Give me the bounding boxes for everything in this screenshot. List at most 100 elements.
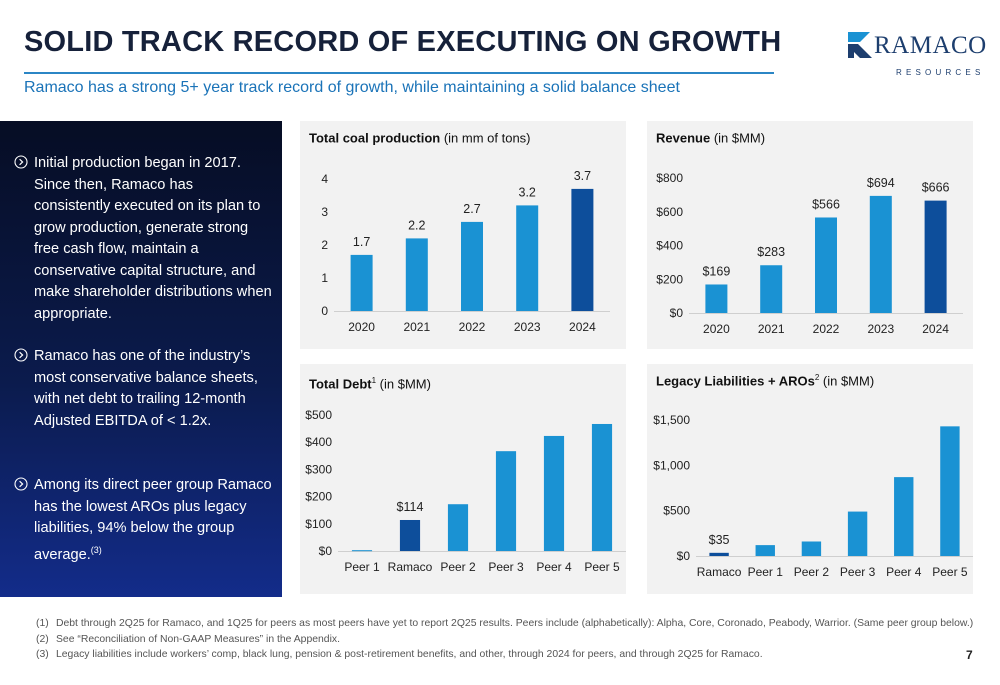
x-tick-label: 2020 <box>348 320 375 334</box>
data-label: 2.2 <box>408 218 425 232</box>
bar <box>350 254 373 311</box>
x-tick-label: Peer 3 <box>840 565 876 579</box>
y-tick-label: 4 <box>321 172 328 186</box>
data-label: $666 <box>922 181 950 195</box>
legacy-liabilities-chart: Legacy Liabilities + AROs2 (in $MM) $0 $5… <box>647 364 973 594</box>
x-tick-label: 2022 <box>813 322 840 336</box>
x-tick-label: 2021 <box>403 320 430 334</box>
bullet-item: Ramaco has one of the industry’s most co… <box>14 346 272 432</box>
y-tick-label: $0 <box>319 544 333 558</box>
chevron-circle-icon <box>14 477 28 491</box>
chart-title-rest: (in $MM) <box>710 130 766 146</box>
chevron-circle-icon <box>14 155 28 169</box>
y-tick-label: 3 <box>321 205 328 219</box>
x-tick-label: Ramaco <box>697 565 742 579</box>
chart-title-bold: Revenue <box>656 130 711 146</box>
y-tick-label: $200 <box>656 272 683 286</box>
bar <box>543 435 565 551</box>
x-tick-label: 2020 <box>703 322 730 336</box>
ramaco-logo: RAMACO RESOURCES <box>846 28 986 82</box>
x-tick-label: Peer 4 <box>536 560 572 574</box>
chart-title-bold: Legacy Liabilities + AROs <box>656 373 815 389</box>
y-tick-label: $500 <box>663 504 690 518</box>
footnotes: (1) Debt through 2Q25 for Ramaco, and 1Q2… <box>36 616 973 663</box>
footnote: (2) See “Reconciliation of Non-GAAP Measu… <box>36 632 973 648</box>
legacy-liabilities-plot: $0 $500 $1,000 $1,500 Ramaco $35 Peer 1 Peer 2 P… <box>653 413 973 579</box>
x-tick-label: Peer 5 <box>932 565 968 579</box>
data-label: $169 <box>702 264 730 278</box>
bar <box>571 188 594 311</box>
x-tick-label: Peer 2 <box>440 560 476 574</box>
bullet-footnote-ref: (3) <box>90 544 102 555</box>
bar <box>399 519 421 551</box>
x-tick-label: 2022 <box>459 320 486 334</box>
y-tick-label: $400 <box>305 435 332 449</box>
coal-production-chart: Total coal production (in mm of tons) 0 1… <box>300 121 626 349</box>
bar <box>591 423 613 551</box>
chevron-circle-icon <box>14 348 28 362</box>
footnote: (3) Legacy liabilities include workers’ c… <box>36 647 973 663</box>
chart-title: Total coal production (in mm of tons) <box>309 130 531 145</box>
x-tick-label: Peer 4 <box>886 565 922 579</box>
bullet-text: Initial production began in 2017. Since … <box>34 155 272 322</box>
bullet-text: Among its direct peer group Ramaco has t… <box>34 477 272 563</box>
bar <box>447 504 469 551</box>
y-tick-label: $1,500 <box>653 413 690 427</box>
bar <box>894 477 914 556</box>
bar <box>815 217 837 313</box>
logo-word: RAMACO <box>874 32 987 59</box>
x-tick-label: 2021 <box>758 322 785 336</box>
y-tick-label: 1 <box>321 271 328 285</box>
y-tick-label: $0 <box>670 306 684 320</box>
bar <box>869 195 892 313</box>
x-tick-label: Peer 2 <box>794 565 830 579</box>
y-tick-label: $400 <box>656 239 683 253</box>
chart-title: Total Debt1 (in $MM) <box>309 376 431 391</box>
bar <box>705 284 728 313</box>
bullet-item: Initial production began in 2017. Since … <box>14 153 272 325</box>
x-tick-label: Peer 1 <box>344 560 380 574</box>
bar <box>760 265 783 313</box>
bar <box>940 426 960 556</box>
x-tick-label: Peer 5 <box>584 560 620 574</box>
chart-title-sup: 1 <box>371 376 377 385</box>
bar <box>847 511 868 556</box>
y-tick-label: $0 <box>677 549 691 563</box>
y-tick-label: 2 <box>321 238 328 252</box>
footnote-number: (3) <box>36 649 49 660</box>
bullet-text: Ramaco has one of the industry’s most co… <box>34 348 258 429</box>
chart-title-bold: Total coal production <box>309 130 441 146</box>
y-tick-label: 0 <box>321 304 328 318</box>
page-title: SOLID TRACK RECORD OF EXECUTING ON GROWT… <box>24 26 782 58</box>
chart-title-bold: Total Debt <box>309 376 372 392</box>
data-label: $114 <box>397 500 424 514</box>
data-label: 3.2 <box>519 185 536 199</box>
footnote-number: (1) <box>36 618 49 629</box>
x-tick-label: Ramaco <box>388 560 433 574</box>
bar <box>755 545 775 556</box>
y-tick-label: $100 <box>305 517 332 531</box>
coal-production-plot: 0 1 2 3 4 2020 1.7 2021 2.2 2022 2.7 2023 3.2 2024 3.7 <box>321 169 610 334</box>
chart-title-rest: (in $MM) <box>819 373 875 389</box>
bar <box>405 238 428 311</box>
data-label: $566 <box>812 197 840 211</box>
data-label: $694 <box>867 176 895 190</box>
y-tick-label: $500 <box>305 408 332 422</box>
y-tick-label: $1,000 <box>653 458 690 472</box>
bullet-item: Among its direct peer group Ramaco has t… <box>14 475 272 566</box>
y-tick-label: $300 <box>305 462 332 476</box>
bar <box>495 451 517 551</box>
x-tick-label: 2023 <box>867 322 894 336</box>
chart-title-sup: 2 <box>814 373 820 382</box>
chart-title: Revenue (in $MM) <box>656 130 765 145</box>
footnote: (1) Debt through 2Q25 for Ramaco, and 1Q2… <box>36 616 973 632</box>
x-tick-label: Peer 1 <box>748 565 784 579</box>
total-debt-chart: Total Debt1 (in $MM) $0 $100 $200 $300 $400 $… <box>300 364 626 594</box>
revenue-plot: $0 $200 $400 $600 $800 2020 $169 2021 $283 2022 $5… <box>656 171 963 336</box>
logo-mark-icon <box>848 32 872 58</box>
chart-title: Legacy Liabilities + AROs2 (in $MM) <box>656 373 874 388</box>
x-tick-label: 2023 <box>514 320 541 334</box>
title-divider <box>24 72 774 74</box>
page-number: 7 <box>966 648 973 662</box>
footnote-number: (2) <box>36 633 49 645</box>
